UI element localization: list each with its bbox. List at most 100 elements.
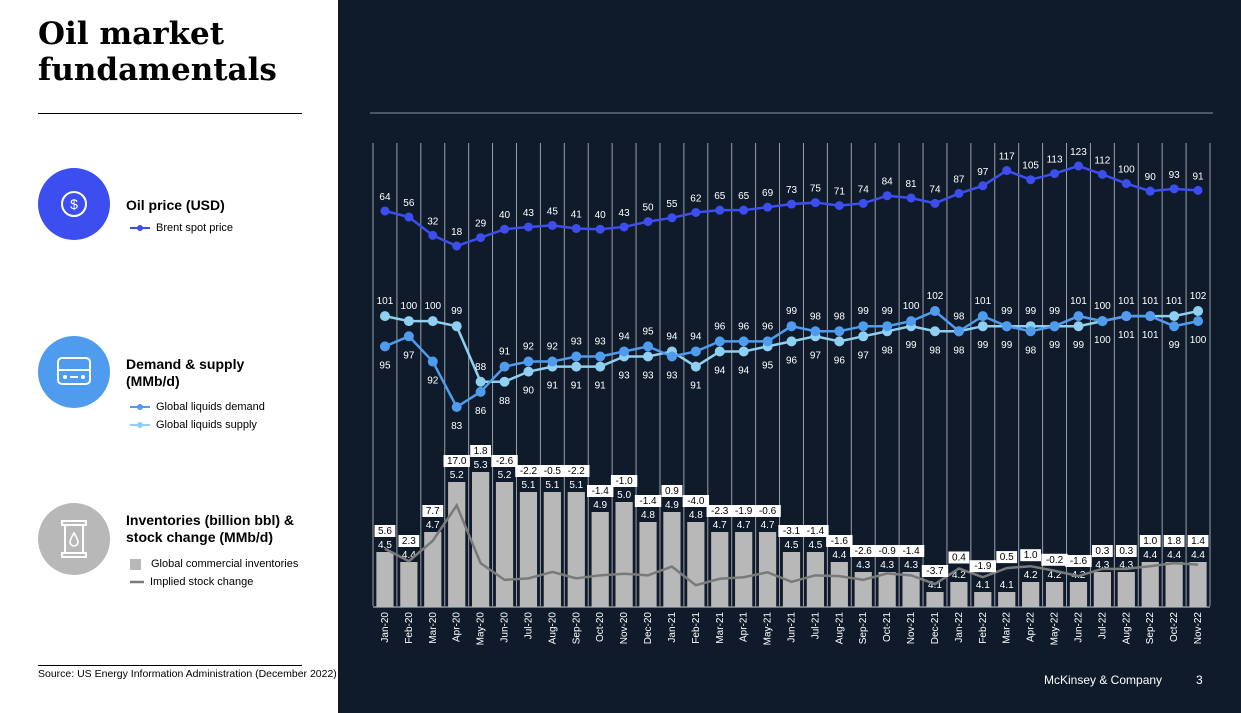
- demand-label: 96: [762, 321, 774, 332]
- inventory-bar: [424, 532, 442, 607]
- footer-brand: McKinsey & Company: [1044, 673, 1163, 687]
- brent-point: [1026, 175, 1036, 185]
- legend-demand: Global liquids demand: [130, 401, 265, 413]
- demand-point: [523, 356, 534, 367]
- brent-label: 93: [1169, 170, 1181, 181]
- inventory-label: 5.0: [617, 490, 631, 501]
- inventory-bar: [1189, 562, 1207, 607]
- demand-label: 101: [1070, 296, 1087, 307]
- inventory-label: 4.1: [928, 580, 942, 591]
- stock-change-label: -0.2: [1046, 555, 1064, 566]
- supply-point: [475, 376, 486, 387]
- supply-label: 91: [571, 381, 583, 392]
- inventory-bar: [1045, 582, 1064, 607]
- stock-change-label-bg: [682, 495, 710, 507]
- demand-point: [547, 356, 558, 367]
- inventory-label: 5.3: [474, 460, 488, 471]
- supply-label: 100: [424, 301, 441, 312]
- stock-change-label: -2.2: [568, 466, 586, 477]
- supply-label: 102: [1190, 291, 1207, 302]
- brent-point: [523, 222, 533, 232]
- brent-label: 81: [906, 179, 918, 190]
- divider: [38, 113, 302, 114]
- supply-label: 98: [929, 345, 941, 356]
- supply-label: 94: [714, 365, 726, 376]
- brent-label: 84: [882, 177, 894, 188]
- inventory-label: 4.1: [1000, 580, 1014, 591]
- demand-point: [1097, 316, 1108, 327]
- inventory-bar: [687, 522, 705, 607]
- stock-change-label: 1.0: [1143, 536, 1157, 547]
- stock-change-label-bg: [778, 525, 805, 537]
- supply-label: 90: [523, 386, 535, 397]
- inventory-bar: [639, 522, 657, 607]
- x-tick-label: Sep-20: [571, 612, 582, 645]
- stock-change-label-bg: [802, 525, 829, 537]
- brent-label: 45: [547, 206, 559, 217]
- stock-change-label: 0.3: [1095, 546, 1109, 557]
- stock-change-label: 0.9: [665, 486, 679, 497]
- demand-label: 83: [451, 421, 463, 432]
- stock-change-label: -0.9: [879, 546, 897, 557]
- brent-point: [930, 198, 940, 208]
- supply-label: 97: [858, 350, 870, 361]
- supply-point: [834, 336, 845, 347]
- inventory-label: 4.3: [856, 560, 870, 571]
- legend-supply: Global liquids supply: [130, 419, 257, 431]
- brent-label: 90: [1145, 172, 1157, 183]
- dollar-icon: $: [38, 168, 110, 240]
- inventory-bar: [1141, 562, 1159, 607]
- inventory-bar: [472, 472, 490, 607]
- supply-label: 91: [595, 381, 607, 392]
- stock-change-label: 1.4: [1191, 536, 1205, 547]
- stock-change-label: -1.4: [902, 546, 920, 557]
- supply-label: 99: [977, 340, 989, 351]
- brent-label: 74: [929, 184, 941, 195]
- inventory-bar: [902, 572, 920, 607]
- supply-label: 91: [690, 381, 702, 392]
- supply-label: 96: [786, 355, 798, 366]
- demand-point: [427, 356, 438, 367]
- stock-change-label-bg: [470, 445, 492, 457]
- stock-change-label: 2.3: [402, 536, 416, 547]
- inventory-bar: [495, 482, 514, 607]
- legend-label: Global liquids supply: [156, 419, 257, 431]
- barrel-icon: [38, 503, 110, 575]
- x-tick-label: Jul-22: [1097, 612, 1108, 640]
- legend-label: Global liquids demand: [156, 401, 265, 413]
- inventory-bar: [830, 562, 848, 607]
- brent-point: [619, 222, 629, 232]
- brent-label: 97: [977, 167, 989, 178]
- brent-point: [547, 220, 557, 230]
- demand-label: 101: [974, 296, 991, 307]
- inventory-label: 4.5: [808, 540, 822, 551]
- supply-label: 99: [1049, 340, 1061, 351]
- brent-label: 64: [379, 192, 391, 203]
- legend-brent: Brent spot price: [130, 222, 233, 234]
- inventory-bar: [543, 492, 561, 607]
- brent-label: 69: [762, 188, 774, 199]
- stock-change-label-bg: [948, 551, 970, 564]
- brent-point: [810, 198, 820, 208]
- brent-label: 32: [427, 216, 439, 227]
- left-panel: Oil market fundamentals $ Oil price (USD…: [0, 0, 338, 713]
- car-icon: [38, 336, 110, 408]
- supply-label: 88: [475, 362, 487, 373]
- stock-change-label-bg: [610, 475, 638, 487]
- demand-label: 99: [1169, 340, 1181, 351]
- inventory-bar: [735, 532, 753, 607]
- demand-label: 96: [738, 321, 750, 332]
- demand-label: 99: [858, 306, 870, 317]
- stock-change-label-bg: [586, 485, 614, 497]
- stock-change-label: -1.6: [1070, 556, 1088, 567]
- brent-point: [1073, 161, 1083, 171]
- supply-point: [595, 361, 606, 372]
- x-tick-label: May-22: [1050, 612, 1061, 646]
- inventory-label: 5.2: [498, 470, 512, 481]
- legend-label: Brent spot price: [156, 222, 234, 234]
- brent-point: [643, 217, 653, 227]
- x-tick-label: Feb-22: [978, 612, 989, 644]
- supply-label: 93: [619, 371, 631, 382]
- stock-change-label: 17.0: [447, 456, 467, 467]
- inventory-bar: [806, 552, 825, 607]
